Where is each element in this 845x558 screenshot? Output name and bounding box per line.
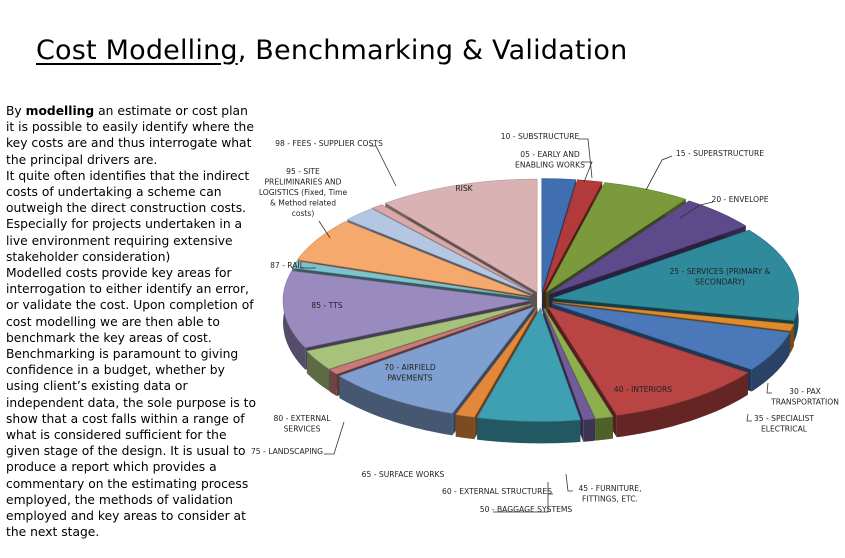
slice-label-l45: 45 - FURNITURE, FITTINGS, ETC. bbox=[578, 484, 641, 504]
pie-slice-top bbox=[551, 303, 791, 370]
pie-slice-top bbox=[552, 301, 795, 332]
pie-slice-wall bbox=[306, 351, 329, 391]
pie-slice-wall bbox=[477, 417, 581, 444]
slice-label-l70: 70 - AIRFIELD PAVEMENTS bbox=[384, 363, 436, 383]
slice-label-l80: 80 - EXTERNAL SERVICES bbox=[274, 414, 332, 434]
leader-line bbox=[565, 473, 573, 492]
slice-label-l20: 20 - ENVELOPE bbox=[711, 195, 768, 204]
paragraph-2-text: It quite often identifies that the indir… bbox=[6, 168, 250, 264]
pie-slice-wall bbox=[751, 332, 790, 392]
pie-slice-wall bbox=[595, 416, 613, 441]
title-rest: , Benchmarking & Validation bbox=[237, 35, 628, 66]
paragraph-3: Modelled costs provide key areas for int… bbox=[6, 265, 258, 540]
pie-slice-top bbox=[371, 204, 534, 294]
pie-slice-top bbox=[476, 307, 581, 422]
slice-label-l65: 65 - SURFACE WORKS bbox=[362, 470, 445, 479]
slice-label-l50: 50 - BAGGAGE SYSTEMS bbox=[480, 505, 573, 514]
slice-label-l85: 85 - TTS bbox=[311, 301, 342, 310]
pie-slice-top bbox=[541, 178, 577, 292]
leader-line bbox=[582, 161, 593, 183]
pie-slice-top bbox=[282, 270, 530, 349]
pie-slice-top bbox=[542, 179, 603, 292]
pie-slice-wall bbox=[616, 372, 748, 438]
pie-slices bbox=[282, 178, 799, 444]
paragraph-1-bold: modelling bbox=[25, 104, 95, 118]
pie-slice-wall bbox=[329, 369, 337, 397]
pie-slice-top bbox=[549, 200, 747, 295]
slice-label-lrisk: RISK bbox=[455, 184, 473, 193]
slice-label-l95: 95 - SITE PRELIMINARIES AND LOGISTICS (Fix… bbox=[259, 167, 348, 218]
pie-slice-wall bbox=[583, 418, 595, 442]
pie-slice-top bbox=[543, 307, 614, 419]
paragraph-1: By modelling an estimate or cost plan it… bbox=[6, 103, 258, 168]
leader-line bbox=[679, 201, 714, 219]
leader-line bbox=[318, 220, 331, 239]
paragraph-2: It quite often identifies that the indir… bbox=[6, 168, 258, 265]
leader-line bbox=[645, 155, 673, 191]
pie-slice-40-interiors bbox=[547, 306, 749, 438]
pie-slice-top bbox=[547, 306, 749, 416]
leader-line bbox=[493, 482, 549, 513]
slice-label-l25: 25 - SERVICES (PRIMARY & SECONDARY) bbox=[669, 267, 770, 287]
pie-slice-wall bbox=[455, 414, 475, 440]
leader-line bbox=[324, 421, 345, 455]
leader-lines bbox=[300, 138, 772, 513]
slice-label-l05: 05 - EARLY AND ENABLING WORKS bbox=[515, 150, 585, 170]
slice-label-l87: 87 - RAIL bbox=[270, 261, 305, 270]
pie-slice-60-external-structures bbox=[476, 307, 581, 444]
slice-label-l15: 15 - SUPERSTRUCTURE bbox=[676, 149, 764, 158]
pie-slice-top bbox=[455, 307, 538, 418]
pie-labels: 10 - SUBSTRUCTURE 05 - EARLY AND ENABLING … bbox=[251, 132, 839, 514]
paragraph-1-pre: By bbox=[6, 104, 26, 118]
pie-slice-top bbox=[329, 304, 532, 375]
slice-label-l10: 10 - SUBSTRUCTURE bbox=[501, 132, 580, 141]
pie-slice-top bbox=[306, 303, 531, 370]
slice-label-l75: 75 - LANDSCAPING bbox=[251, 447, 323, 456]
pie-slice-top bbox=[291, 260, 530, 298]
pie-slice-top bbox=[297, 221, 531, 297]
pie-slice-top bbox=[346, 208, 533, 295]
leader-line bbox=[766, 382, 772, 394]
pie-slice-wall bbox=[339, 376, 453, 436]
paragraph-1-text: an estimate or cost plan it is possible … bbox=[6, 104, 254, 167]
leader-line bbox=[746, 413, 752, 422]
slice-label-l35: 35 - SPECIALIST ELECTRICAL bbox=[754, 414, 814, 434]
slice-label-l30: 30 - PAX TRANSPORTATION bbox=[770, 387, 839, 407]
pie-slice-top bbox=[552, 229, 799, 321]
title-underlined: Cost Modelling bbox=[36, 35, 238, 66]
pie-slice-top bbox=[545, 182, 687, 293]
paragraph-3-text: Modelled costs provide key areas for int… bbox=[6, 266, 257, 540]
slice-label-l60: 60 - EXTERNAL STRUCTURES bbox=[442, 487, 552, 496]
pie-slice-wall bbox=[790, 324, 794, 353]
pie-slice-top bbox=[338, 306, 535, 414]
slice-label-l40: 40 - INTERIORS bbox=[614, 385, 672, 394]
leader-line bbox=[578, 138, 593, 179]
slice-label-l98: 98 - FEES - SUPPLIER COSTS bbox=[275, 139, 383, 148]
body-text: By modelling an estimate or cost plan it… bbox=[6, 103, 258, 540]
pie-slice-top bbox=[384, 178, 538, 293]
page-title: Cost Modelling, Benchmarking & Validatio… bbox=[36, 32, 627, 70]
leader-line bbox=[370, 145, 397, 187]
pie-slice-top bbox=[542, 308, 596, 421]
